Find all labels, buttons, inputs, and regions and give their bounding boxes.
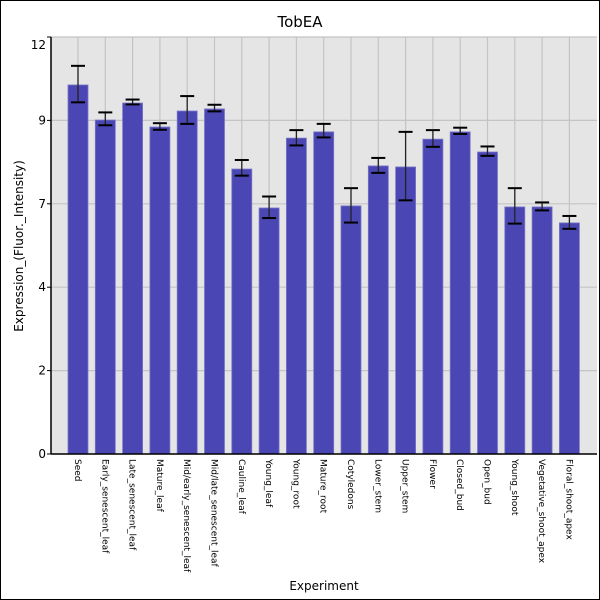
y-tick-label: 7 (38, 197, 46, 211)
x-axis-label: Experiment (289, 579, 359, 593)
bar (122, 102, 143, 455)
bar (449, 131, 471, 455)
x-tick-label: Floral_shoot_apex (563, 459, 573, 540)
bar (340, 205, 362, 455)
bar (504, 206, 526, 455)
x-tick-label: Late_senescent_leaf (127, 459, 137, 551)
y-tick-label: 0 (38, 447, 46, 461)
x-tick-label: Young_leaf (263, 458, 273, 508)
x-tick-label: Mid/early_senescent_leaf (181, 459, 191, 573)
y-tick-label: 12 (31, 38, 46, 52)
x-tick-label: Young_shoot (509, 458, 519, 516)
bar (531, 206, 553, 455)
x-tick-label: Vegetative_shoot_apex (536, 459, 546, 564)
bar (477, 151, 498, 455)
x-tick-label: Mature_root (318, 459, 328, 514)
bar (149, 126, 171, 455)
bar (231, 168, 253, 455)
bar (285, 137, 307, 455)
x-tick-label: Mid/late_senescent_leaf (209, 459, 219, 568)
bar (559, 222, 580, 455)
bar (258, 207, 280, 455)
x-tick-label: Cotyledons (345, 459, 355, 510)
bar (313, 131, 335, 455)
y-axis-label: Expression_(Fluor._Intensity) (12, 160, 26, 332)
x-tick-label: Cauline_leaf (236, 459, 246, 515)
x-tick-label: Flower (427, 459, 437, 489)
y-tick-label: 4 (38, 280, 46, 294)
bar (204, 108, 225, 455)
chart-title: TobEA (276, 13, 323, 31)
y-tick-label: 2 (38, 364, 46, 378)
x-tick-label: Upper_stem (400, 459, 410, 513)
x-tick-label: Seed (72, 459, 82, 482)
bar (395, 166, 417, 455)
x-tick-label: Young_root (290, 458, 300, 509)
x-tick-label: Early_senescent_leaf (99, 459, 109, 554)
bar (367, 165, 389, 455)
bar (67, 84, 89, 455)
y-tick-label: 9 (38, 113, 46, 127)
x-tick-label: Lower_stem (372, 459, 382, 513)
bar (176, 110, 198, 455)
x-tick-label: Closed_bud (454, 459, 464, 511)
bar (422, 138, 444, 455)
bar (94, 119, 116, 455)
x-tick-label: Open_bud (482, 459, 492, 505)
x-tick-label: Mature_leaf (154, 459, 164, 513)
